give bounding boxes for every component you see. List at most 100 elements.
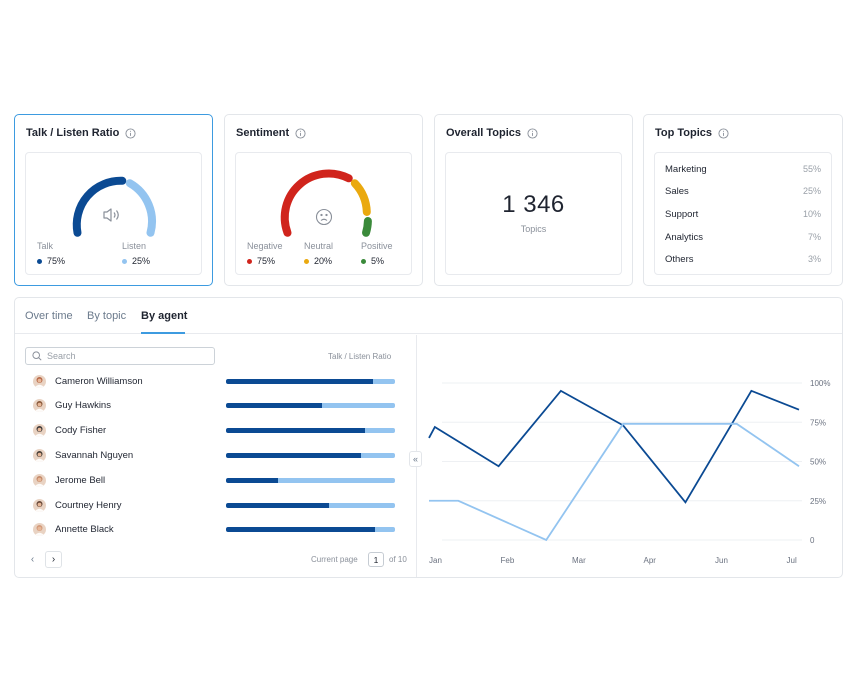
positive-label: Positive — [361, 241, 393, 251]
talk-fill — [226, 452, 362, 458]
y-tick-label: 25% — [810, 497, 826, 506]
talk-listen-bar — [226, 527, 395, 533]
neutral-dot — [304, 258, 309, 264]
overall-topics-card[interactable]: Overall Topics 1 346 Topics — [434, 114, 633, 286]
x-tick-label: Jun — [715, 556, 728, 565]
positive-legend: Positive 5% — [361, 241, 393, 266]
listen-legend: Listen 25% — [122, 241, 150, 266]
neutral-label: Neutral — [304, 241, 334, 251]
trend-chart: 0 25% 50% 75% 100% Jan Feb Mar Apr Jun Jul — [428, 379, 830, 565]
talk-fill — [226, 527, 375, 533]
talk-value: 75% — [47, 256, 66, 266]
search-icon — [32, 351, 42, 361]
avatar — [33, 498, 46, 512]
next-page-button[interactable]: › — [45, 551, 62, 568]
talk-listen-gauge — [72, 176, 156, 237]
talk-label: Talk — [37, 241, 54, 251]
info-icon[interactable] — [125, 127, 136, 139]
info-icon[interactable] — [527, 127, 538, 139]
x-tick-label: Jan — [429, 556, 442, 565]
negative-dot — [247, 258, 252, 264]
overall-topics-value: 1 346 — [502, 191, 565, 218]
agent-row[interactable]: Cameron Williamson — [33, 373, 397, 389]
tab-over-time[interactable]: Over time — [25, 310, 73, 322]
y-tick-label: 100% — [810, 379, 830, 388]
topic-name: Marketing — [665, 163, 707, 175]
agent-row[interactable]: Annette Black — [33, 522, 397, 538]
sentiment-gauge — [280, 169, 372, 237]
topic-row: Marketing 55% — [665, 162, 821, 176]
info-icon[interactable] — [295, 127, 306, 139]
negative-label: Negative — [247, 241, 283, 251]
agent-row[interactable]: Jerome Bell — [33, 472, 397, 488]
positive-arc — [361, 217, 372, 237]
top-topics-list: Marketing 55% Sales 25% Support 10% Analyti… — [654, 152, 832, 275]
agent-row[interactable]: Savannah Nguyen — [33, 447, 397, 463]
talk-fill — [226, 428, 365, 434]
topic-pct: 3% — [807, 254, 821, 264]
agent-row[interactable]: Guy Hawkins — [33, 398, 397, 414]
top-topics-card[interactable]: Top Topics Marketing 55% Sales 25% Support… — [643, 114, 843, 286]
tab-bar: Over time By topic By agent — [15, 298, 842, 334]
sentiment-card[interactable]: Sentiment Negative 75% Neutral 20% Posit… — [224, 114, 423, 286]
talk-listen-bar — [226, 502, 395, 508]
overall-topics-title: Overall Topics — [446, 127, 521, 139]
sentiment-title-row: Sentiment — [236, 127, 306, 139]
search-input[interactable] — [47, 351, 197, 361]
agent-name: Guy Hawkins — [55, 400, 111, 412]
topic-pct: 10% — [802, 209, 821, 219]
negative-legend: Negative 75% — [247, 241, 283, 266]
agent-row[interactable]: Courtney Henry — [33, 497, 397, 513]
x-tick-label: Mar — [572, 556, 586, 565]
agent-row[interactable]: Cody Fisher — [33, 423, 397, 439]
x-tick-label: Apr — [644, 556, 657, 565]
neutral-arc — [350, 179, 371, 216]
talk-listen-bar — [226, 403, 395, 409]
talk-dot — [37, 258, 42, 264]
prev-page-button[interactable]: ‹ — [24, 551, 41, 568]
y-tick-label: 50% — [810, 458, 826, 467]
talk-listen-bar — [226, 452, 395, 458]
agent-name: Savannah Nguyen — [55, 449, 134, 461]
negative-arc — [280, 169, 353, 237]
info-icon[interactable] — [718, 127, 729, 139]
neutral-value: 20% — [314, 256, 333, 266]
talk-listen-card[interactable]: Talk / Listen Ratio Talk 75% Listen 25% — [14, 114, 213, 286]
speaker-icon — [102, 208, 119, 222]
avatar — [33, 448, 46, 462]
overall-topics-sub: Topics — [520, 224, 547, 234]
neutral-legend: Neutral 20% — [304, 241, 333, 266]
agent-name: Annette Black — [55, 524, 114, 536]
talk-listen-panel: Talk 75% Listen 25% — [25, 152, 202, 275]
talk-arc — [72, 176, 126, 237]
y-tick-label: 75% — [810, 418, 826, 427]
x-tick-label: Feb — [501, 556, 515, 565]
search-box[interactable] — [25, 347, 215, 365]
talk-fill — [226, 477, 279, 483]
talk-listen-title-row: Talk / Listen Ratio — [26, 127, 136, 139]
top-topics-title-row: Top Topics — [655, 127, 729, 139]
sentiment-panel: Negative 75% Neutral 20% Positive 5% — [235, 152, 412, 275]
current-page-input[interactable]: 1 — [368, 552, 384, 567]
topic-pct: 7% — [807, 232, 821, 242]
series-line-0 — [428, 389, 800, 504]
talk-legend: Talk 75% — [37, 241, 65, 266]
agent-panel: Over time By topic By agent Talk / Liste… — [14, 297, 843, 578]
topic-row: Support 10% — [665, 207, 821, 221]
avatar — [33, 473, 46, 487]
avatar — [33, 374, 46, 388]
listen-value: 25% — [132, 256, 151, 266]
tab-by-topic[interactable]: By topic — [87, 310, 127, 322]
series-line-1 — [429, 422, 800, 542]
topic-name: Others — [665, 253, 694, 265]
topic-row: Others 3% — [665, 252, 821, 266]
active-tab-indicator — [141, 332, 185, 334]
collapse-panel-button[interactable]: « — [409, 451, 422, 467]
talk-listen-title: Talk / Listen Ratio — [26, 127, 120, 139]
topic-name: Support — [665, 208, 699, 220]
top-topics-title: Top Topics — [655, 127, 713, 139]
sad-face-icon — [315, 208, 332, 226]
tab-by-agent[interactable]: By agent — [141, 310, 188, 322]
agent-name: Courtney Henry — [55, 499, 122, 511]
x-tick-label: Jul — [787, 556, 797, 565]
